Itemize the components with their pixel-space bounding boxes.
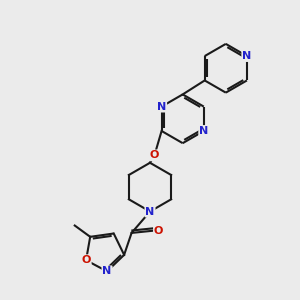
- Text: N: N: [102, 266, 112, 276]
- Text: O: O: [154, 226, 163, 236]
- Text: N: N: [242, 51, 251, 61]
- Text: O: O: [81, 255, 91, 265]
- Text: N: N: [157, 102, 166, 112]
- Text: N: N: [199, 126, 208, 136]
- Text: O: O: [150, 150, 159, 160]
- Text: N: N: [146, 206, 154, 217]
